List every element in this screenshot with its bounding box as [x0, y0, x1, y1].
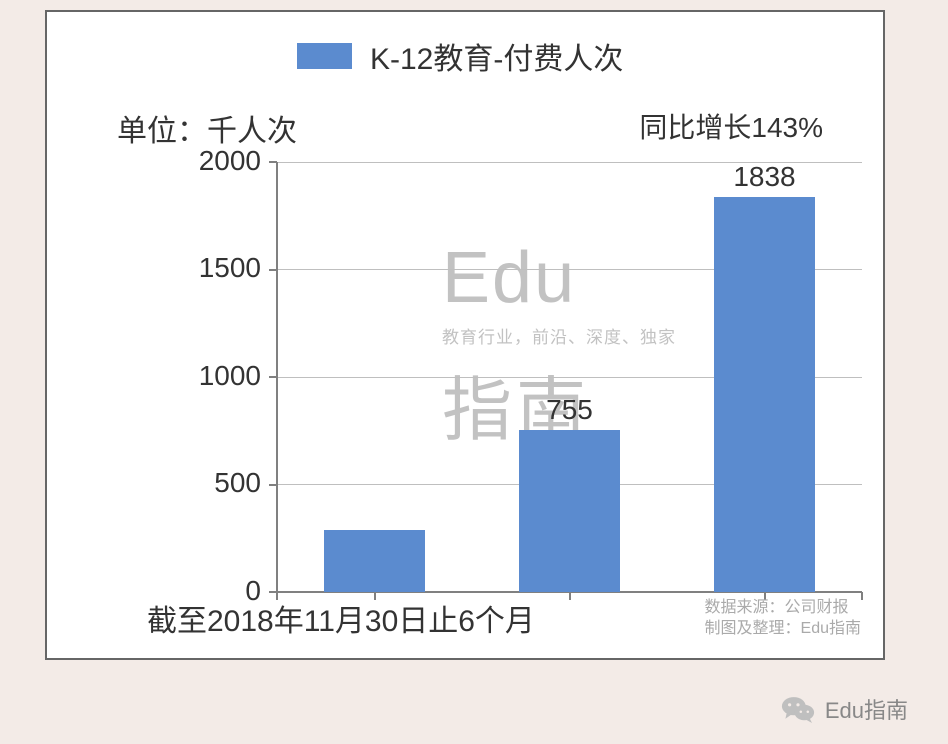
wechat-icon [781, 695, 815, 723]
unit-label: 单位：千人次 [117, 106, 297, 150]
footer-bar: Edu指南 [0, 674, 948, 744]
xtick-mark [861, 592, 863, 600]
xtick-mark [569, 592, 571, 600]
chart-card: K-12教育-付费人次 单位：千人次 同比增长143% Edu 教育行业，前沿、… [45, 10, 885, 660]
bar-value-label: 1838 [705, 161, 825, 193]
ytick-label: 1000 [171, 360, 261, 392]
source-line1: 数据来源：公司财报 [705, 597, 861, 619]
bar [324, 530, 425, 592]
source-attribution: 数据来源：公司财报 制图及整理：Edu指南 [705, 597, 861, 640]
unit-value: 千人次 [207, 115, 297, 148]
plot-area: 05001000150020007551838 [277, 162, 862, 592]
growth-annotation: 同比增长143% [639, 106, 823, 146]
bar [714, 197, 815, 592]
canvas: K-12教育-付费人次 单位：千人次 同比增长143% Edu 教育行业，前沿、… [0, 0, 948, 744]
legend-label: K-12教育-付费人次 [370, 34, 623, 78]
y-axis [276, 162, 278, 592]
footer-label: Edu指南 [825, 693, 908, 725]
bar [519, 430, 620, 592]
unit-prefix: 单位： [117, 115, 207, 148]
legend-swatch [297, 43, 352, 69]
x-axis-label: 截至2018年11月30日止6个月 [147, 596, 535, 640]
ytick-label: 500 [171, 467, 261, 499]
ytick-label: 2000 [171, 145, 261, 177]
bar-value-label: 755 [510, 394, 630, 426]
legend: K-12教育-付费人次 [297, 34, 623, 78]
ytick-label: 1500 [171, 252, 261, 284]
source-line2: 制图及整理：Edu指南 [705, 618, 861, 640]
